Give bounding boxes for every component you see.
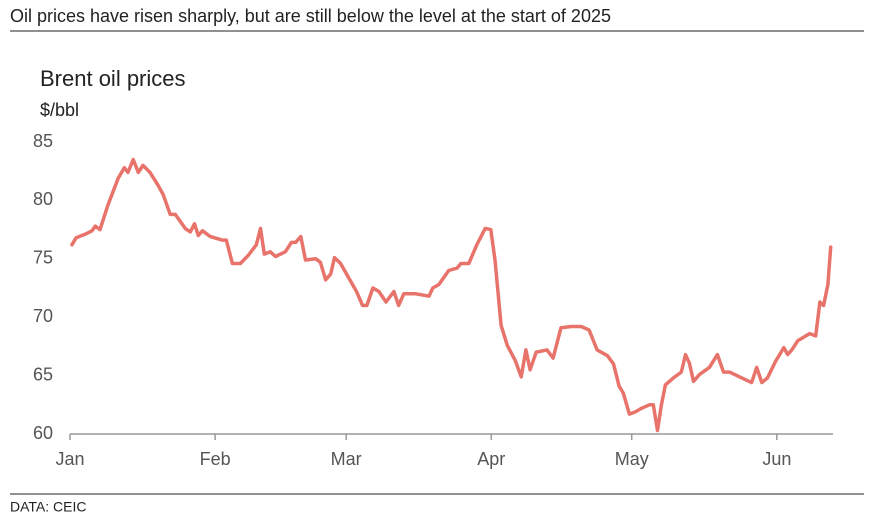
x-tick-label: Apr bbox=[477, 449, 505, 469]
x-tick-label: May bbox=[615, 449, 649, 469]
y-axis-label: $/bbl bbox=[40, 100, 79, 120]
y-tick-label: 85 bbox=[33, 131, 53, 151]
x-tick-label: Mar bbox=[331, 449, 362, 469]
x-tick-label: Jun bbox=[762, 449, 791, 469]
y-tick-label: 65 bbox=[33, 364, 53, 384]
y-tick-label: 75 bbox=[33, 248, 53, 268]
y-tick-label: 80 bbox=[33, 189, 53, 209]
x-tick-label: Jan bbox=[55, 449, 84, 469]
price-line bbox=[70, 157, 833, 433]
x-tick-label: Feb bbox=[200, 449, 231, 469]
y-tick-label: 70 bbox=[33, 306, 53, 326]
y-tick-label: 60 bbox=[33, 423, 53, 443]
chart-subtitle: Brent oil prices bbox=[40, 66, 186, 91]
source: DATA: CEIC bbox=[10, 499, 87, 515]
chart-title: Oil prices have risen sharply, but are s… bbox=[10, 6, 611, 26]
